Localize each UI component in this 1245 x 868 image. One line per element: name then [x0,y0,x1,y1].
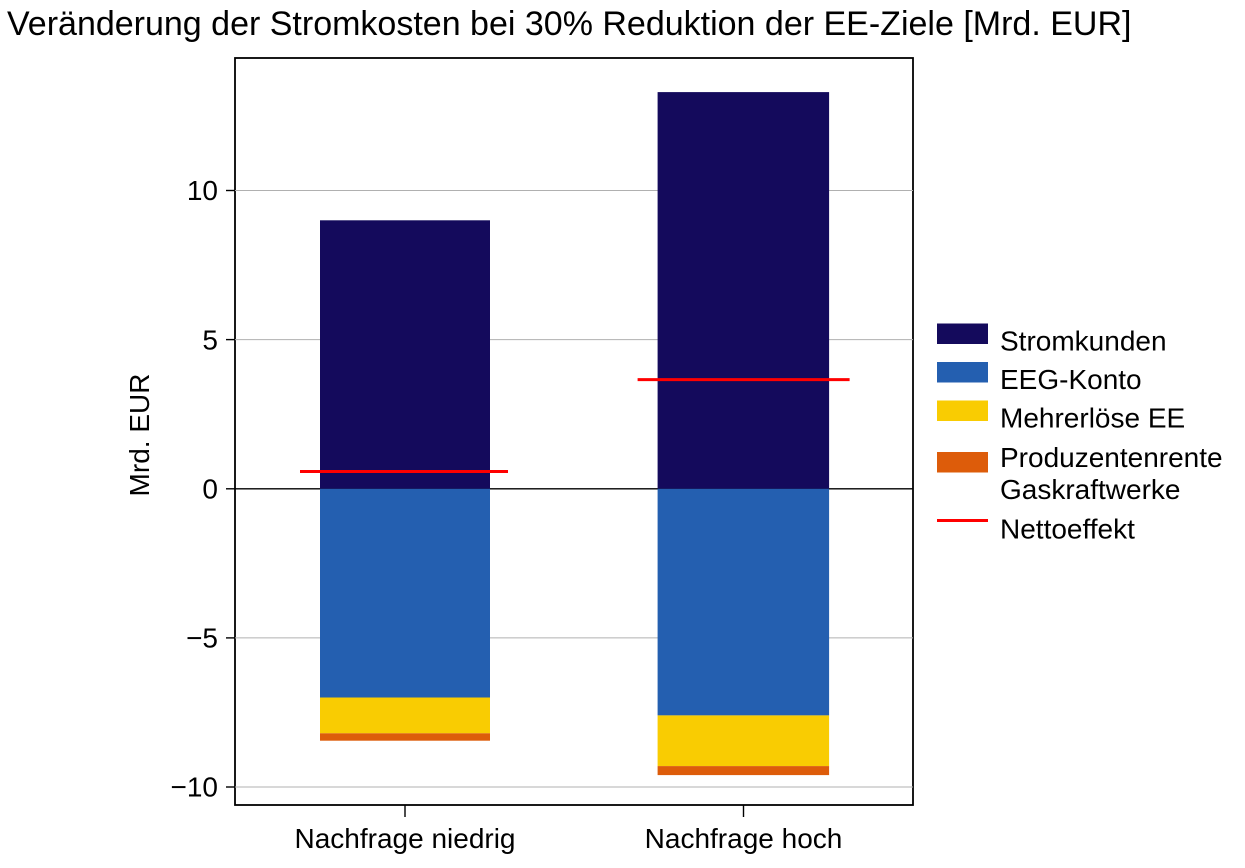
svg-text:5: 5 [202,324,218,355]
svg-text:Mrd. EUR: Mrd. EUR [124,374,155,497]
svg-text:Veränderung der Stromkosten be: Veränderung der Stromkosten bei 30% Redu… [7,5,1131,43]
svg-text:Nettoeffekt: Nettoeffekt [1000,514,1135,545]
svg-text:Nachfrage hoch: Nachfrage hoch [645,823,843,854]
svg-text:EEG-Konto: EEG-Konto [1000,364,1142,395]
svg-text:Gaskraftwerke: Gaskraftwerke [1000,474,1181,505]
svg-text:Mehrerlöse EE: Mehrerlöse EE [1000,403,1185,434]
svg-text:Produzentenrente: Produzentenrente [1000,442,1223,473]
svg-text:0: 0 [202,474,218,505]
svg-text:10: 10 [187,175,218,206]
svg-text:−10: −10 [171,772,219,803]
svg-text:Stromkunden: Stromkunden [1000,326,1167,357]
svg-text:−5: −5 [186,623,218,654]
svg-text:Nachfrage niedrig: Nachfrage niedrig [294,823,515,854]
